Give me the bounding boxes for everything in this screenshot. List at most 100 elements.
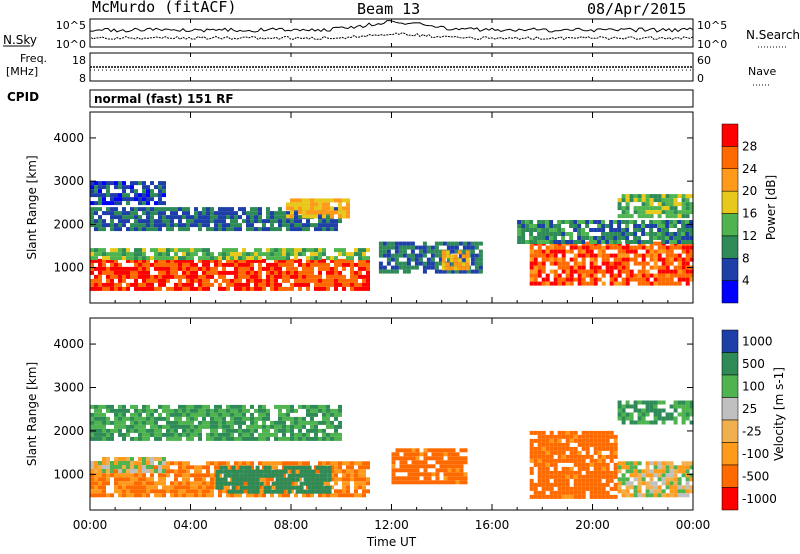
power-cell xyxy=(98,197,102,202)
power-cell xyxy=(669,206,674,211)
velocity-cell xyxy=(150,432,154,437)
power-cell xyxy=(665,245,670,250)
power-cell xyxy=(641,269,646,274)
power-cell xyxy=(585,253,590,258)
velocity-cell xyxy=(415,452,420,457)
power-cell xyxy=(366,270,370,275)
power-cell xyxy=(298,274,302,279)
power-cell xyxy=(218,282,222,287)
velocity-cell xyxy=(653,481,658,486)
cpid-text: normal (fast) 151 RF xyxy=(94,92,234,106)
velocity-cell xyxy=(142,420,146,425)
velocity-cell xyxy=(423,480,428,485)
power-cell xyxy=(649,240,654,244)
power-cell xyxy=(158,258,162,263)
power-cell xyxy=(238,256,242,261)
power-cell xyxy=(186,286,190,291)
velocity-cell xyxy=(435,468,440,473)
velocity-cell xyxy=(223,469,228,474)
velocity-cell xyxy=(637,493,642,498)
velocity-cell xyxy=(274,424,278,429)
power-cell xyxy=(114,248,118,253)
power-cell xyxy=(541,240,546,244)
power-cell xyxy=(553,253,558,258)
power-cell xyxy=(589,273,594,278)
velocity-cell xyxy=(314,424,318,429)
power-cell xyxy=(625,232,630,236)
power-cell xyxy=(553,228,558,232)
velocity-cell xyxy=(585,466,590,471)
velocity-cell xyxy=(134,469,138,473)
velocity-cell xyxy=(451,448,456,453)
velocity-cell xyxy=(274,436,278,441)
power-cell xyxy=(154,211,158,216)
velocity-cell xyxy=(98,485,102,490)
power-cell xyxy=(637,198,642,203)
power-cell xyxy=(142,197,146,202)
power-cell xyxy=(322,227,326,232)
power-cell xyxy=(206,207,210,212)
power-cell xyxy=(346,256,350,261)
velocity-cell xyxy=(557,494,562,499)
power-cell xyxy=(442,241,447,246)
power-cell xyxy=(258,207,262,212)
power-cell xyxy=(286,219,290,224)
velocity-cell xyxy=(162,481,166,486)
power-cell xyxy=(210,270,214,275)
velocity-cell xyxy=(247,481,252,486)
power-cell xyxy=(378,253,383,258)
velocity-cell xyxy=(210,485,214,490)
power-cell xyxy=(290,206,294,211)
velocity-cell xyxy=(258,408,262,413)
power-cell xyxy=(166,278,170,283)
velocity-cell xyxy=(459,448,464,453)
velocity-cell xyxy=(210,477,214,482)
velocity-cell xyxy=(210,424,214,429)
velocity-cell xyxy=(258,461,262,466)
power-cell xyxy=(290,223,294,228)
power-cell xyxy=(222,219,226,224)
velocity-cell xyxy=(114,416,118,421)
power-cell xyxy=(641,253,646,258)
velocity-cell xyxy=(657,416,662,421)
power-cell xyxy=(593,220,598,224)
power-cell xyxy=(130,266,134,271)
power-cell xyxy=(150,193,154,198)
velocity-cell xyxy=(415,476,420,481)
velocity-cell xyxy=(279,477,284,482)
velocity-cell xyxy=(122,412,126,417)
velocity-cell xyxy=(529,486,534,491)
velocity-cell xyxy=(529,470,534,475)
power-cell xyxy=(250,207,254,212)
velocity-cell xyxy=(194,473,198,478)
power-cell xyxy=(465,262,470,267)
power-cell xyxy=(262,266,266,271)
velocity-cell xyxy=(114,420,118,425)
velocity-cell xyxy=(182,489,186,494)
power-cell xyxy=(94,189,98,194)
power-cell xyxy=(661,281,666,286)
velocity-cell xyxy=(130,424,134,429)
velocity-cell xyxy=(230,424,234,429)
power-cell xyxy=(310,274,314,279)
power-cell xyxy=(673,273,678,278)
power-cell xyxy=(541,261,546,266)
power-cell xyxy=(226,256,230,261)
power-cell xyxy=(318,206,322,211)
velocity-cell xyxy=(529,482,534,487)
velocity-cell xyxy=(318,461,322,466)
velocity-cell xyxy=(202,485,206,490)
velocity-cell xyxy=(661,481,666,486)
velocity-cell xyxy=(150,477,154,482)
velocity-cell xyxy=(250,404,254,409)
velocity-cell xyxy=(581,438,586,443)
velocity-cell xyxy=(673,481,678,486)
power-cell xyxy=(625,265,630,270)
velocity-cell xyxy=(665,473,670,478)
velocity-cell xyxy=(346,465,350,470)
velocity-cell xyxy=(403,452,408,457)
power-cell xyxy=(286,252,290,257)
power-cell xyxy=(258,215,262,220)
power-cell xyxy=(130,207,134,212)
power-cell xyxy=(685,220,690,224)
